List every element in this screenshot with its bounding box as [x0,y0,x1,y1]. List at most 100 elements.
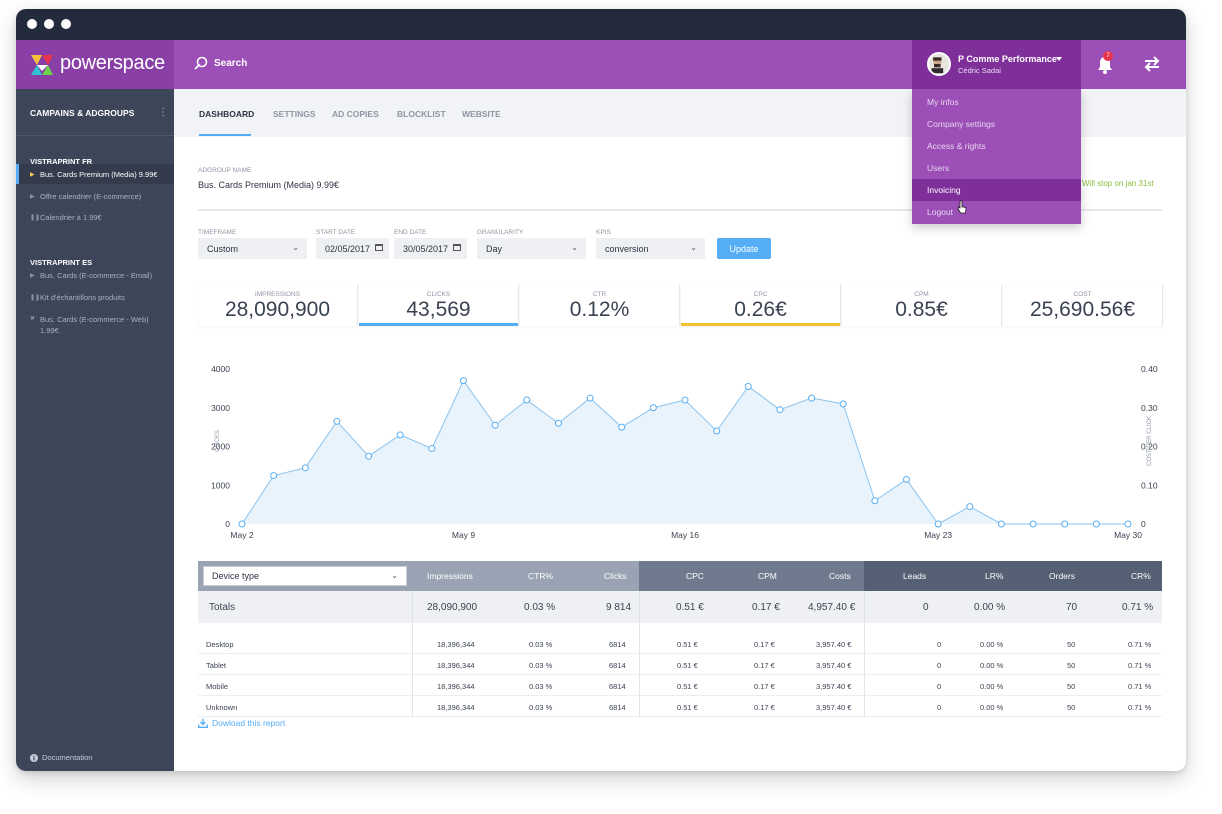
tab-blocklist[interactable]: BLOCKLIST [397,109,446,119]
totals-label: Totals [209,602,236,613]
column-header[interactable]: Impressions [427,571,473,581]
y2-tick-label: 0 [1141,519,1146,529]
kebab-menu-icon[interactable]: ⋮ [158,107,168,118]
kpis-select[interactable]: conversion ⌄ [596,238,705,259]
x-tick-label: May 9 [452,530,475,540]
window-dot-1[interactable] [27,19,37,29]
sidebar-item-adgroup[interactable]: ▶ Bus. Cards (E-commerce - Email) [16,265,174,285]
sidebar-item-adgroup[interactable]: ❚❚ Calendrier à 1.99€ [16,207,174,227]
sidebar-item-adgroup[interactable]: ❚❚ Kit d'échantillons produits [16,287,174,307]
x-tick-label: May 23 [924,530,952,540]
tab-settings[interactable]: SETTINGS [273,109,316,119]
kpi-label: CTR [592,291,607,298]
data-point [428,444,436,452]
timeframe-label: TIMEFRAME [198,229,237,236]
end-date-field[interactable]: 30/05/2017 [394,238,467,259]
kpi-label: IMPRESSIONS [254,291,301,298]
kpi-clicks[interactable]: CLICKS 43,569 [359,284,519,326]
totals-cell: 0.00 % [974,602,1006,613]
row-cell: 0.51 € [677,703,698,712]
row-cell: 50 [1067,661,1076,670]
sidebar-title: CAMPAINS & ADGROUPS [30,108,135,118]
sidebar-item-label: Offre calendrier (E-commerce) [40,191,142,201]
kpi-value: 43,569 [406,298,471,321]
totals-cell: 0.03 % [524,602,556,613]
column-separator [639,591,640,717]
kpi-cpm[interactable]: CPM 0.85€ [842,284,1002,326]
row-cell: 0.17 € [754,682,775,691]
timeframe-select[interactable]: Custom ⌄ [198,238,307,259]
column-header[interactable]: Leads [903,571,927,581]
menu-item-logout[interactable]: Logout [927,207,953,217]
logo[interactable]: powerspace [16,40,174,89]
sidebar-group-title[interactable]: VISTRAPRINT FR [30,157,93,166]
granularity-select[interactable]: Day ⌄ [477,238,586,259]
title-bar [16,9,1186,40]
user-menu-toggle[interactable]: P Comme Performance Cédric Sadai [912,40,1081,89]
device-type-select[interactable]: Device type ⌄ [203,566,407,586]
menu-item-users[interactable]: Users [927,163,950,173]
start-date-field[interactable]: 02/05/2017 [316,238,389,259]
menu-item-my-infos[interactable]: My infos [927,97,959,107]
row-cell: 0.17 € [754,661,775,670]
row-cell: 0 [937,661,942,670]
table-row[interactable]: Mobile 18,396,344 0.03 % 6814 0.51 € 0.1… [198,675,1162,696]
download-label: Dowload this report [212,718,286,728]
row-cell: 3,957.40 € [816,703,852,712]
sidebar-item-label: Bus. Cards (E-commerce - Web) [40,315,149,324]
table-row[interactable]: Tablet 18,396,344 0.03 % 6814 0.51 € 0.1… [198,654,1162,675]
device-type-value: Device type [212,571,260,581]
totals-row: Totals 28,090,900 0.03 % 9 814 0.51 € 0.… [198,591,1162,623]
user-name: P Comme Performance [958,54,1057,64]
column-header[interactable]: Orders [1049,571,1075,581]
table-row[interactable]: Desktop 18,396,344 0.03 % 6814 0.51 € 0.… [198,633,1162,654]
sidebar-item-label: Bus. Cards Premium (Media) 9.99€ [40,169,158,179]
row-cell: 0.03 % [529,682,553,691]
tab-dashboard[interactable]: DASHBOARD [199,109,255,119]
kpi-value: 25,690.56€ [1029,298,1136,321]
data-point [301,464,309,472]
row-cell: 0.03 % [529,703,553,712]
sidebar-group-title[interactable]: VISTRAPRINT ES [30,258,93,267]
totals-cell: 70 [1066,602,1078,613]
sidebar-item-adgroup[interactable]: ▶ Offre calendrier (E-commerce) [16,186,174,206]
kpi-cpc[interactable]: CPC 0.26€ [681,284,841,326]
stop-note: Will stop on jan 31st [1082,179,1154,188]
kpi-value: 0.85€ [895,298,948,321]
kpi-impressions[interactable]: IMPRESSIONS 28,090,900 [198,284,358,326]
tab-website[interactable]: WEBSITE [462,109,501,119]
row-cell: 0.17 € [754,703,775,712]
totals-cell: 4,957.40 € [808,602,856,613]
row-cell: 0.51 € [677,661,698,670]
swap-icon[interactable] [1143,55,1161,73]
sidebar-item-adgroup[interactable]: ▶ Bus. Cards Premium (Media) 9.99€ [16,164,174,184]
row-cell: 0.51 € [677,682,698,691]
table-row[interactable]: Unknown 18,396,344 0.03 % 6814 0.51 € 0.… [198,696,1162,717]
update-button[interactable]: Update [717,238,771,259]
menu-item-access-rights[interactable]: Access & rights [927,141,986,151]
menu-item-invoicing[interactable]: Invoicing [912,179,1081,201]
window-dot-3[interactable] [61,19,71,29]
sidebar-item-label: Bus. Cards (E-commerce - Email) [40,270,153,280]
column-header[interactable]: CPM [758,571,777,581]
clicks-chart: 4000 3000 2000 1000 0 0.40 0.30 0.20 0.10 0 CLICKS… [211,364,1158,540]
x-tick-label: May 16 [671,530,699,540]
menu-item-company-settings[interactable]: Company settings [927,119,996,129]
calendar-icon [375,244,383,251]
chevron-down-icon: ⌄ [690,243,697,252]
download-report-link[interactable]: Dowload this report [198,718,285,728]
column-header[interactable]: CR% [1131,571,1151,581]
sidebar-item-adgroup[interactable]: ✖ Bus. Cards (E-commerce - Web) 1.99€ [16,311,174,337]
column-header[interactable]: CPC [686,571,704,581]
window-dot-2[interactable] [44,19,54,29]
search-button[interactable]: Search [194,56,247,70]
column-header[interactable]: CTR% [528,571,554,581]
column-header[interactable]: Clicks [604,571,627,581]
tab-ad-copies[interactable]: AD COPIES [332,109,379,119]
pause-icon: ❚❚ [30,294,41,301]
kpi-cost[interactable]: COST 25,690.56€ [1003,284,1163,326]
column-header[interactable]: Costs [829,571,851,581]
documentation-link[interactable]: Documentation [30,753,92,762]
kpi-ctr[interactable]: CTR 0.12% [520,284,680,326]
column-header[interactable]: LR% [985,571,1004,581]
